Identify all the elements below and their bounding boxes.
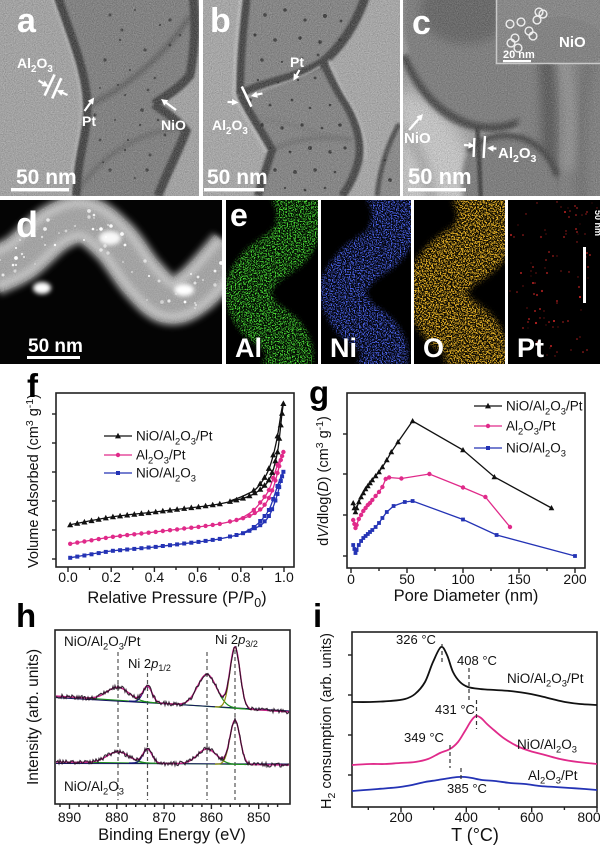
svg-text:f: f (27, 367, 39, 404)
svg-text:200: 200 (563, 571, 587, 587)
svg-text:20 nm: 20 nm (503, 49, 535, 61)
svg-text:890: 890 (58, 809, 82, 825)
svg-text:NiO: NiO (404, 130, 431, 147)
svg-text:Relative Pressure (P/P0): Relative Pressure (P/P0) (87, 589, 266, 610)
svg-text:326 °C: 326 °C (396, 632, 436, 647)
svg-text:Volume Adsorbed (cm3 g-1): Volume Adsorbed (cm3 g-1) (24, 394, 42, 568)
svg-text:Pt: Pt (517, 333, 544, 363)
svg-text:0.4: 0.4 (145, 569, 165, 585)
svg-text:Intensity (arb. units): Intensity (arb. units) (25, 649, 42, 785)
svg-text:NiO: NiO (161, 117, 186, 133)
svg-text:0.6: 0.6 (188, 569, 208, 585)
svg-text:50 nm: 50 nm (28, 336, 83, 357)
svg-text:870: 870 (152, 809, 176, 825)
svg-text:50 nm: 50 nm (408, 164, 472, 189)
svg-text:349 °C: 349 °C (404, 730, 444, 745)
svg-text:Al: Al (235, 333, 262, 363)
svg-text:b: b (210, 2, 231, 40)
svg-text:Pt: Pt (290, 54, 304, 70)
svg-text:Al2O3: Al2O3 (212, 117, 248, 137)
svg-text:1.0: 1.0 (274, 569, 294, 585)
svg-text:Al2O3: Al2O3 (17, 55, 53, 75)
svg-text:385 °C: 385 °C (447, 781, 487, 796)
svg-text:431 °C: 431 °C (435, 702, 475, 717)
svg-text:Al2O3: Al2O3 (498, 145, 537, 165)
svg-text:50: 50 (399, 571, 415, 587)
svg-text:c: c (412, 4, 431, 42)
svg-text:O: O (423, 333, 444, 363)
svg-text:NiO: NiO (559, 34, 586, 51)
svg-text:880: 880 (105, 809, 129, 825)
svg-text:NiO/Al2O3/Pt: NiO/Al2O3/Pt (507, 671, 584, 689)
svg-text:100: 100 (451, 571, 475, 587)
svg-text:800: 800 (577, 809, 600, 825)
svg-text:Pt: Pt (82, 113, 96, 129)
svg-text:g: g (309, 374, 329, 411)
svg-text:dV/dlog(D) (cm3 g-1): dV/dlog(D) (cm3 g-1) (314, 416, 332, 546)
svg-text:850: 850 (247, 809, 271, 825)
svg-text:d: d (16, 204, 38, 245)
svg-text:NiO/Al2O3: NiO/Al2O3 (136, 466, 196, 484)
svg-text:NiO/Al2O3/Pt: NiO/Al2O3/Pt (506, 399, 583, 417)
svg-text:50 nm: 50 nm (207, 166, 268, 189)
svg-text:Pore Diameter (nm): Pore Diameter (nm) (394, 587, 539, 605)
svg-text:860: 860 (200, 809, 224, 825)
svg-text:200: 200 (389, 809, 413, 825)
svg-text:h: h (16, 597, 36, 634)
svg-text:150: 150 (507, 571, 531, 587)
svg-text:400: 400 (455, 809, 479, 825)
svg-text:Al2O3/Pt: Al2O3/Pt (136, 448, 186, 466)
svg-text:NiO/Al2O3: NiO/Al2O3 (517, 737, 577, 755)
svg-text:Binding Energy (eV): Binding Energy (eV) (98, 826, 246, 844)
svg-text:i: i (313, 597, 322, 634)
svg-text:H2 consumption (arb. units): H2 consumption (arb. units) (319, 633, 338, 809)
svg-text:0: 0 (347, 571, 355, 587)
svg-text:NiO/Al2O3/Pt: NiO/Al2O3/Pt (136, 429, 213, 447)
svg-text:T (°C): T (°C) (451, 825, 499, 845)
svg-text:NiO/Al2O3/Pt: NiO/Al2O3/Pt (64, 634, 141, 652)
svg-text:NiO/Al2O3: NiO/Al2O3 (506, 441, 566, 459)
svg-text:408 °C: 408 °C (457, 653, 497, 668)
svg-text:Al2O3/Pt: Al2O3/Pt (528, 768, 578, 786)
svg-text:0.0: 0.0 (58, 569, 78, 585)
svg-text:50 nm: 50 nm (16, 166, 77, 189)
svg-text:a: a (17, 2, 37, 40)
svg-text:Ni: Ni (330, 333, 357, 363)
svg-text:Al2O3/Pt: Al2O3/Pt (506, 419, 556, 437)
svg-text:e: e (230, 197, 248, 233)
svg-text:NiO/Al2O3: NiO/Al2O3 (64, 779, 124, 797)
svg-text:50 nm: 50 nm (593, 210, 600, 236)
svg-text:0.2: 0.2 (101, 569, 121, 585)
svg-text:600: 600 (520, 809, 544, 825)
svg-text:0.8: 0.8 (231, 569, 251, 585)
